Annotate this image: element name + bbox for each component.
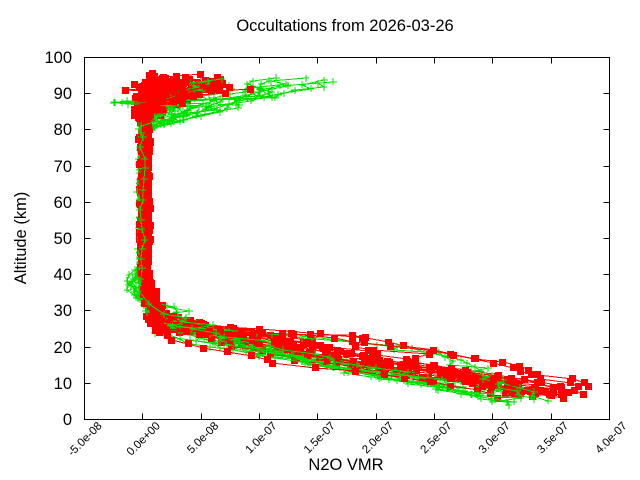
svg-text:N2O VMR: N2O VMR [308, 456, 383, 474]
svg-text:100: 100 [44, 49, 72, 67]
svg-text:80: 80 [54, 121, 72, 139]
svg-text:Occultations from 2026-03-26: Occultations from 2026-03-26 [236, 17, 453, 35]
svg-text:0: 0 [63, 411, 72, 429]
svg-text:70: 70 [54, 158, 72, 176]
svg-text:20: 20 [54, 339, 72, 357]
svg-text:30: 30 [54, 302, 72, 320]
svg-text:10: 10 [54, 375, 72, 393]
svg-text:60: 60 [54, 194, 72, 212]
svg-text:Altitude (km): Altitude (km) [12, 192, 30, 285]
svg-text:50: 50 [54, 230, 72, 248]
svg-text:90: 90 [54, 85, 72, 103]
svg-text:40: 40 [54, 266, 72, 284]
